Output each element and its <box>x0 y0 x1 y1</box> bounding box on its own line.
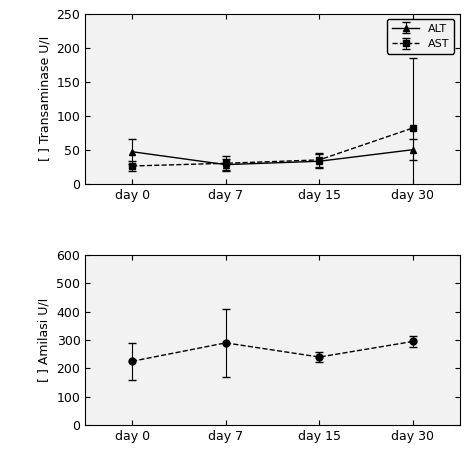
Y-axis label: [ ] Amilasi U/I: [ ] Amilasi U/I <box>38 298 51 382</box>
Y-axis label: [ ] Transaminase U/I: [ ] Transaminase U/I <box>38 36 51 161</box>
Legend: ALT, AST: ALT, AST <box>387 19 454 54</box>
